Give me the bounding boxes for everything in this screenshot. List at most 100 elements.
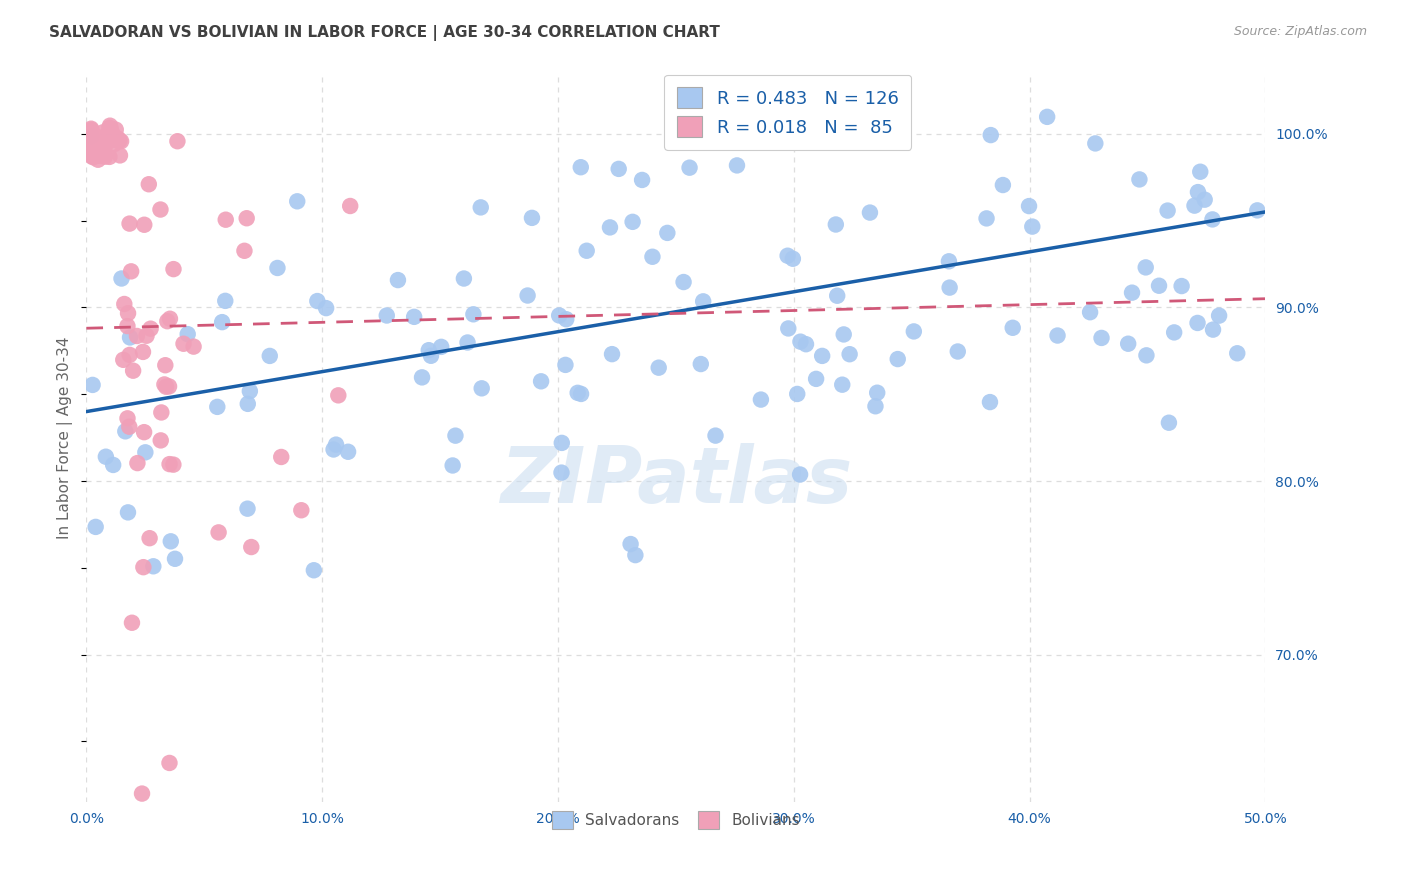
Point bbox=[1116, 336, 1139, 351]
Point bbox=[325, 437, 347, 451]
Point bbox=[1147, 278, 1170, 293]
Point bbox=[132, 560, 155, 574]
Point bbox=[339, 199, 361, 213]
Point bbox=[155, 358, 177, 372]
Point bbox=[173, 336, 195, 351]
Text: SALVADORAN VS BOLIVIAN IN LABOR FORCE | AGE 30-34 CORRELATION CHART: SALVADORAN VS BOLIVIAN IN LABOR FORCE | … bbox=[49, 25, 720, 41]
Point bbox=[100, 121, 122, 136]
Point bbox=[1018, 199, 1040, 213]
Point bbox=[84, 145, 107, 160]
Point bbox=[135, 328, 157, 343]
Point bbox=[1187, 185, 1209, 199]
Point bbox=[938, 280, 960, 294]
Point bbox=[117, 319, 139, 334]
Point bbox=[159, 756, 181, 770]
Point bbox=[156, 314, 179, 328]
Point bbox=[328, 388, 350, 402]
Point bbox=[411, 370, 433, 384]
Point bbox=[831, 377, 853, 392]
Point bbox=[337, 444, 360, 458]
Point bbox=[153, 377, 176, 392]
Point bbox=[132, 425, 155, 439]
Point bbox=[80, 149, 103, 163]
Point bbox=[631, 173, 654, 187]
Point bbox=[1163, 326, 1185, 340]
Point bbox=[285, 194, 308, 209]
Point bbox=[991, 178, 1014, 192]
Point bbox=[108, 148, 131, 162]
Point bbox=[84, 129, 107, 144]
Point bbox=[832, 327, 855, 342]
Point bbox=[825, 289, 848, 303]
Point bbox=[315, 301, 337, 315]
Point bbox=[259, 349, 281, 363]
Point bbox=[87, 153, 110, 167]
Point bbox=[444, 428, 467, 442]
Point bbox=[789, 467, 811, 482]
Point bbox=[122, 364, 145, 378]
Point bbox=[1194, 193, 1216, 207]
Point bbox=[107, 134, 129, 148]
Point bbox=[621, 215, 644, 229]
Point bbox=[138, 178, 160, 192]
Point bbox=[118, 330, 141, 344]
Point bbox=[120, 264, 142, 278]
Point bbox=[240, 540, 263, 554]
Point bbox=[82, 130, 104, 145]
Point bbox=[207, 525, 229, 540]
Point bbox=[567, 385, 589, 400]
Point bbox=[159, 534, 181, 549]
Point bbox=[1046, 328, 1069, 343]
Point bbox=[134, 445, 156, 459]
Point bbox=[865, 399, 887, 413]
Point bbox=[82, 378, 104, 392]
Point bbox=[94, 150, 117, 164]
Point bbox=[80, 129, 103, 144]
Text: ZIPatlas: ZIPatlas bbox=[499, 443, 852, 519]
Point bbox=[1078, 305, 1101, 319]
Point bbox=[554, 358, 576, 372]
Point bbox=[84, 520, 107, 534]
Point bbox=[979, 395, 1001, 409]
Point bbox=[117, 411, 139, 425]
Point bbox=[98, 133, 121, 147]
Point bbox=[530, 374, 553, 388]
Point bbox=[725, 158, 748, 172]
Point bbox=[1090, 331, 1112, 345]
Point bbox=[98, 119, 121, 133]
Point bbox=[520, 211, 543, 225]
Point bbox=[441, 458, 464, 473]
Point bbox=[80, 134, 103, 148]
Point bbox=[142, 559, 165, 574]
Point bbox=[1170, 279, 1192, 293]
Point bbox=[117, 505, 139, 519]
Point bbox=[704, 428, 727, 442]
Point bbox=[692, 294, 714, 309]
Point bbox=[100, 125, 122, 139]
Point bbox=[1189, 165, 1212, 179]
Point bbox=[569, 387, 592, 401]
Point bbox=[624, 548, 647, 562]
Point bbox=[1135, 348, 1157, 362]
Point bbox=[782, 252, 804, 266]
Point bbox=[131, 787, 153, 801]
Point bbox=[418, 343, 440, 358]
Point bbox=[430, 340, 453, 354]
Point bbox=[236, 397, 259, 411]
Point bbox=[121, 615, 143, 630]
Point bbox=[93, 146, 115, 161]
Point bbox=[150, 405, 173, 419]
Point bbox=[114, 425, 136, 439]
Point bbox=[149, 202, 172, 217]
Point bbox=[307, 294, 329, 309]
Point bbox=[91, 125, 114, 139]
Point bbox=[569, 160, 592, 174]
Point bbox=[166, 134, 188, 148]
Point bbox=[689, 357, 711, 371]
Point bbox=[118, 419, 141, 434]
Point bbox=[453, 271, 475, 285]
Point bbox=[93, 136, 115, 150]
Point bbox=[235, 211, 257, 226]
Point bbox=[82, 150, 104, 164]
Point bbox=[163, 551, 186, 566]
